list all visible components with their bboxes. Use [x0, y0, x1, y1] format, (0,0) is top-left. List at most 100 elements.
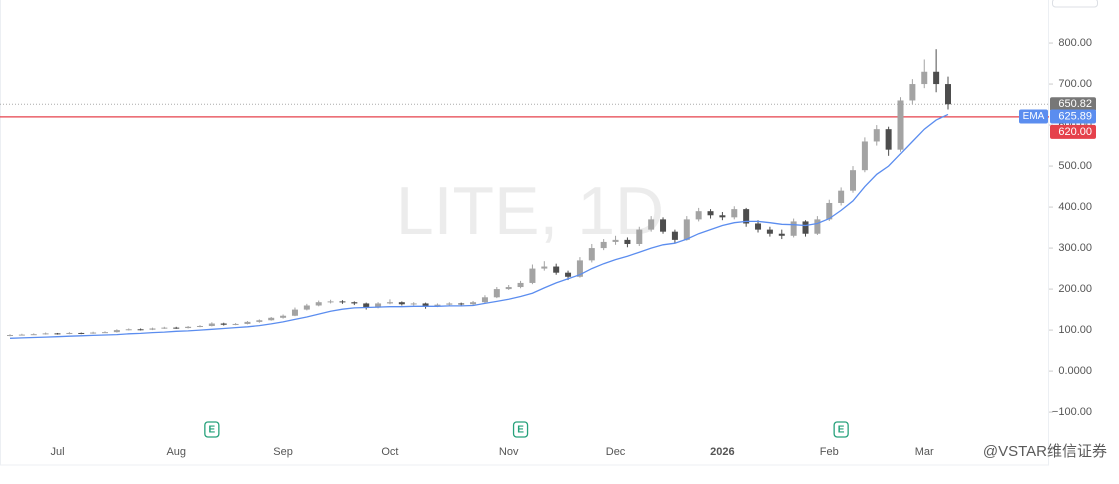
y-tick-label: 800.00 — [1058, 37, 1092, 49]
earnings-box — [833, 421, 849, 438]
candle-body — [137, 329, 144, 331]
candle-body — [707, 211, 714, 216]
candle-body — [624, 239, 631, 244]
candle-body — [185, 326, 192, 329]
candle-body — [18, 334, 25, 336]
candle-body — [802, 221, 809, 234]
x-tick-label: Mar — [915, 446, 934, 458]
candle-body — [505, 287, 512, 290]
candle-body — [731, 209, 738, 218]
earnings-box — [512, 421, 529, 438]
y-tick-label: 400.00 — [1058, 201, 1092, 213]
candle-body — [481, 297, 488, 303]
x-tick-label: Sep — [273, 446, 293, 458]
candle-body — [66, 332, 73, 334]
candle-body — [517, 282, 524, 288]
candle-body — [565, 272, 572, 277]
candle-body — [90, 332, 97, 334]
ema-name-bg — [1019, 109, 1048, 124]
candle-body — [588, 248, 595, 261]
candle-body — [636, 229, 643, 244]
candle-body — [30, 334, 37, 336]
ema-tag: 625.89 — [1058, 110, 1092, 122]
candle-body — [42, 333, 49, 335]
x-tick-label: 2026 — [710, 446, 734, 458]
candle-body — [7, 335, 13, 337]
candle-body — [149, 328, 156, 330]
x-tick-label: Jul — [50, 446, 64, 458]
candle-body — [683, 219, 690, 240]
candle-body — [398, 302, 405, 305]
earnings-label: E — [517, 425, 524, 436]
candle-body — [648, 219, 655, 230]
x-tick-label: Oct — [381, 446, 398, 458]
candle-body — [101, 332, 108, 334]
candle-body — [375, 303, 382, 308]
candle-body — [612, 239, 619, 242]
candle-body — [446, 303, 453, 305]
candle-body — [826, 202, 833, 220]
watermark: LITE, 1D — [396, 173, 664, 249]
price-tag-bg — [1050, 97, 1096, 112]
candle-body — [671, 231, 678, 240]
credit: @VSTAR维信证券 — [983, 443, 1107, 460]
candle-body — [695, 211, 702, 220]
candle-body — [291, 309, 298, 316]
candle-body — [933, 71, 940, 85]
y-tick-label: 500.00 — [1058, 160, 1092, 172]
ema-name: EMA — [1023, 111, 1045, 122]
candle-body — [529, 268, 536, 283]
candle-body — [814, 219, 821, 234]
candle-body — [303, 305, 310, 310]
candle-body — [897, 100, 904, 150]
candle-body — [660, 219, 667, 232]
alert-tag-bg — [1050, 124, 1096, 139]
earnings-label: E — [209, 425, 216, 436]
candle-body — [600, 241, 607, 249]
earnings-marker: E — [512, 421, 529, 438]
candle-body — [422, 303, 429, 307]
candle-body — [327, 301, 334, 303]
candle-body — [244, 321, 251, 324]
ema-tag-bg — [1050, 109, 1096, 124]
candle-body — [256, 320, 263, 322]
candle-body — [909, 84, 916, 101]
x-tick-label: Feb — [820, 446, 839, 458]
x-tick-label: Aug — [166, 446, 186, 458]
candle-body — [113, 330, 120, 333]
candle-body — [766, 229, 773, 234]
y-tick-label: 100.00 — [1058, 324, 1092, 336]
candle-body — [470, 302, 477, 305]
candle-body — [541, 266, 548, 269]
candle-body — [838, 190, 845, 203]
candle-body — [493, 289, 500, 298]
candle-body — [850, 170, 857, 191]
candle-body — [873, 129, 880, 142]
candle-body — [280, 315, 287, 318]
y-tick-label: 300.00 — [1058, 242, 1092, 254]
candle-body — [339, 301, 346, 303]
alert-tag: 620.00 — [1058, 126, 1092, 138]
candle-body — [458, 303, 465, 305]
candle-body — [125, 329, 132, 331]
y-tick-label: −100.00 — [1052, 406, 1092, 418]
candle-body — [196, 325, 203, 327]
candle-body — [78, 332, 85, 334]
x-tick-label: Dec — [606, 446, 626, 458]
candle-body — [315, 302, 322, 306]
candle-body — [208, 323, 215, 326]
x-tick-label: Nov — [499, 446, 519, 458]
candle-body — [161, 327, 168, 329]
candle-body — [885, 129, 892, 150]
candle-body — [363, 303, 370, 308]
candle-body — [921, 71, 928, 85]
candle-body — [861, 141, 868, 171]
y-tick-label: 0.0000 — [1058, 365, 1092, 377]
candle-body — [386, 302, 393, 304]
candle-body — [434, 304, 441, 307]
candle-body — [268, 317, 275, 321]
candle-body — [553, 266, 560, 273]
plot-frame — [0, 0, 1049, 466]
price-tag: 650.82 — [1058, 98, 1092, 110]
